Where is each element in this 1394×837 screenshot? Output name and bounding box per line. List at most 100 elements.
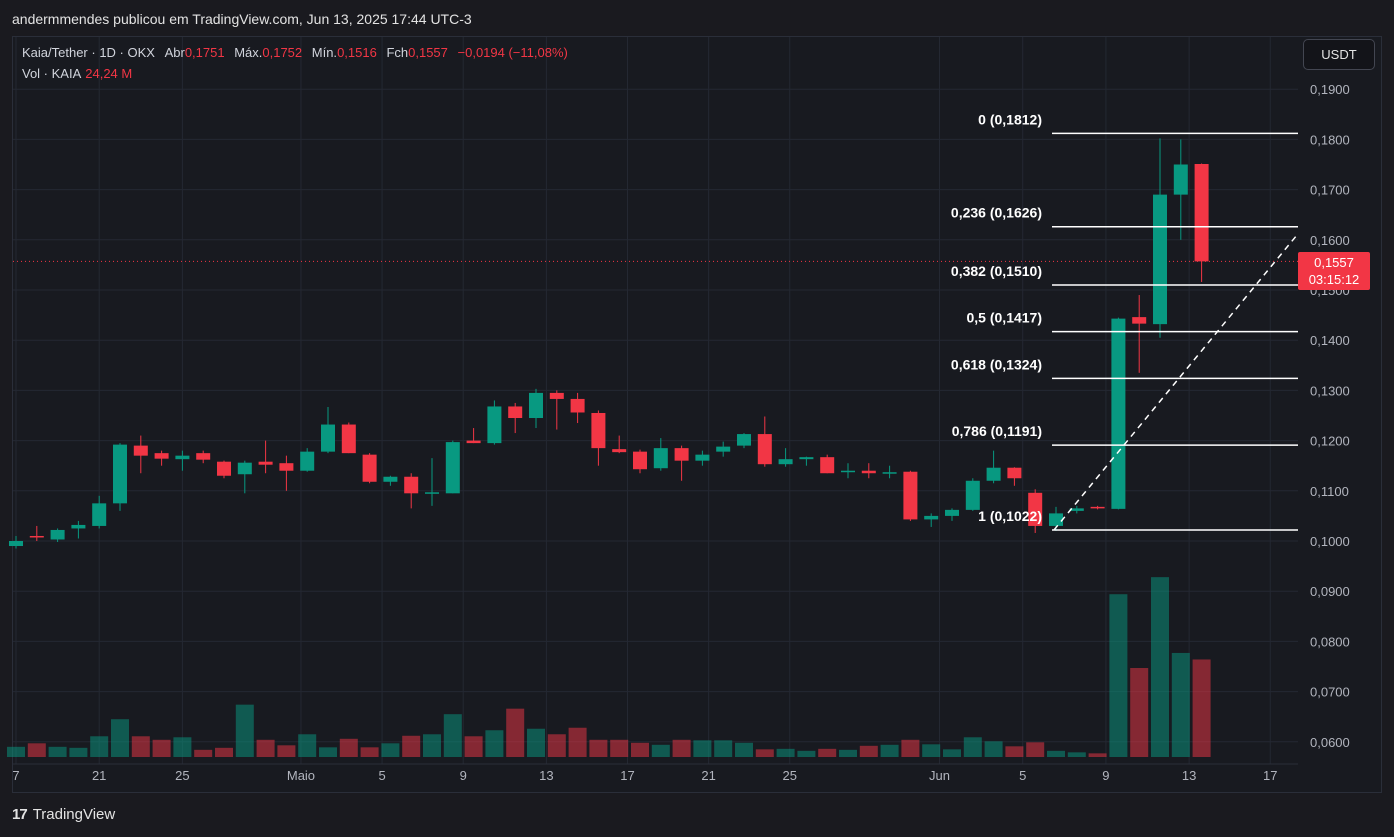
candle-body (175, 455, 190, 460)
candle-body (196, 453, 211, 460)
fib-level-label: 0 (0,1812) (978, 111, 1042, 127)
candle-body (362, 454, 377, 482)
candle-body (1069, 508, 1084, 511)
candle-body (986, 467, 1001, 481)
volume-bar (922, 744, 941, 757)
fib-level-label: 0,382 (0,1510) (951, 263, 1042, 279)
last-price-tag: 0,1557 03:15:12 (1298, 252, 1370, 290)
volume-bar (943, 749, 961, 757)
volume-bar (506, 708, 525, 757)
volume-bar (1067, 752, 1086, 757)
volume-bar (672, 739, 691, 757)
candle-body (737, 434, 751, 446)
x-tick-label: 7 (12, 768, 19, 783)
volume-bar (651, 744, 670, 757)
volume-bar (984, 741, 1003, 757)
y-tick-label: 0,0700 (1310, 685, 1350, 700)
y-tick-label: 0,1200 (1310, 434, 1350, 449)
volume-bar (1171, 652, 1190, 757)
x-tick-label: Jun (929, 768, 950, 783)
y-tick-label: 0,0600 (1310, 735, 1350, 750)
candle-body (778, 459, 793, 465)
volume-bar (7, 746, 25, 757)
volume-bar (776, 748, 795, 757)
volume-bar (1109, 594, 1128, 757)
x-tick-label: 25 (175, 768, 189, 783)
volume-bar (256, 739, 275, 757)
fib-level-label: 0,5 (0,1417) (967, 310, 1043, 326)
volume-bar (818, 748, 837, 757)
y-tick-label: 0,1100 (1310, 484, 1349, 499)
currency-button[interactable]: USDT (1303, 39, 1375, 70)
low-label: Mín. (311, 45, 338, 60)
volume-value: 24,24 M (85, 66, 133, 81)
volume-bar (90, 736, 109, 757)
candle-body (237, 462, 252, 475)
candle-body (1028, 492, 1043, 526)
volume-bar (339, 738, 358, 757)
x-tick-label: 5 (1019, 768, 1026, 783)
volume-bar (1130, 668, 1149, 757)
high-label: Máx. (234, 45, 263, 60)
candle-body (92, 503, 107, 526)
change-value: −0,0194 (−11,08%) (457, 45, 568, 60)
volume-bar (298, 734, 317, 757)
candle-body (425, 492, 439, 494)
candle-body (716, 446, 731, 452)
candle-body (154, 453, 169, 459)
candle-body (217, 461, 231, 476)
candle-body (1194, 163, 1209, 262)
y-tick-label: 0,1600 (1310, 233, 1350, 248)
open-label: Abr (164, 45, 185, 60)
volume-bar (735, 742, 753, 757)
y-tick-label: 0,1800 (1310, 132, 1350, 147)
volume-bar (547, 734, 566, 757)
x-tick-label: 21 (92, 768, 106, 783)
x-tick-label: 13 (539, 768, 553, 783)
candle-body (1111, 318, 1126, 509)
y-tick-label: 0,0800 (1310, 634, 1350, 649)
volume-bar (131, 736, 150, 757)
x-tick-label: 21 (701, 768, 715, 783)
volume-bar (27, 743, 46, 757)
candle-body (71, 524, 86, 529)
symbol-title[interactable]: Kaia/Tether · 1D · OKX (22, 45, 155, 60)
candle-body (965, 480, 980, 510)
volume-bar (797, 750, 816, 757)
volume-bar (277, 745, 296, 757)
x-tick-label: 5 (378, 768, 385, 783)
volume-bar (714, 740, 733, 757)
x-tick-label: 17 (620, 768, 634, 783)
candle-body (487, 406, 502, 444)
volume-bar (48, 746, 67, 757)
volume-bar (610, 739, 629, 757)
candle-body (29, 535, 44, 538)
tradingview-logo-icon[interactable]: 17 (12, 806, 28, 823)
publisher-line: andermmendes publicou em TradingView.com… (12, 11, 472, 27)
y-tick-label: 0,1300 (1310, 383, 1350, 398)
x-tick-label: 13 (1182, 768, 1196, 783)
footer: 17 TradingView (12, 806, 115, 823)
candle-body (1007, 467, 1022, 479)
volume-bar (1047, 750, 1065, 757)
candle-body (1049, 513, 1063, 526)
volume-bar (194, 749, 213, 757)
volume-bar (443, 714, 462, 757)
volume-bar (402, 735, 421, 757)
candle-body (258, 461, 273, 465)
candle-body (279, 463, 294, 471)
volume-bar (381, 743, 400, 757)
high-value: 0,1752 (262, 45, 303, 60)
volume-bar (859, 745, 878, 757)
volume-bar (1192, 659, 1211, 757)
volume-bar (880, 744, 899, 757)
candle-body (466, 440, 481, 444)
candle-body (1173, 164, 1188, 195)
brand-name[interactable]: TradingView (32, 806, 116, 823)
fib-level-label: 0,618 (0,1324) (951, 356, 1042, 372)
bar-countdown: 03:15:12 (1308, 272, 1360, 287)
y-tick-label: 0,0900 (1310, 584, 1350, 599)
candle-body (861, 470, 876, 474)
fib-level-label: 0,786 (0,1191) (952, 423, 1042, 439)
